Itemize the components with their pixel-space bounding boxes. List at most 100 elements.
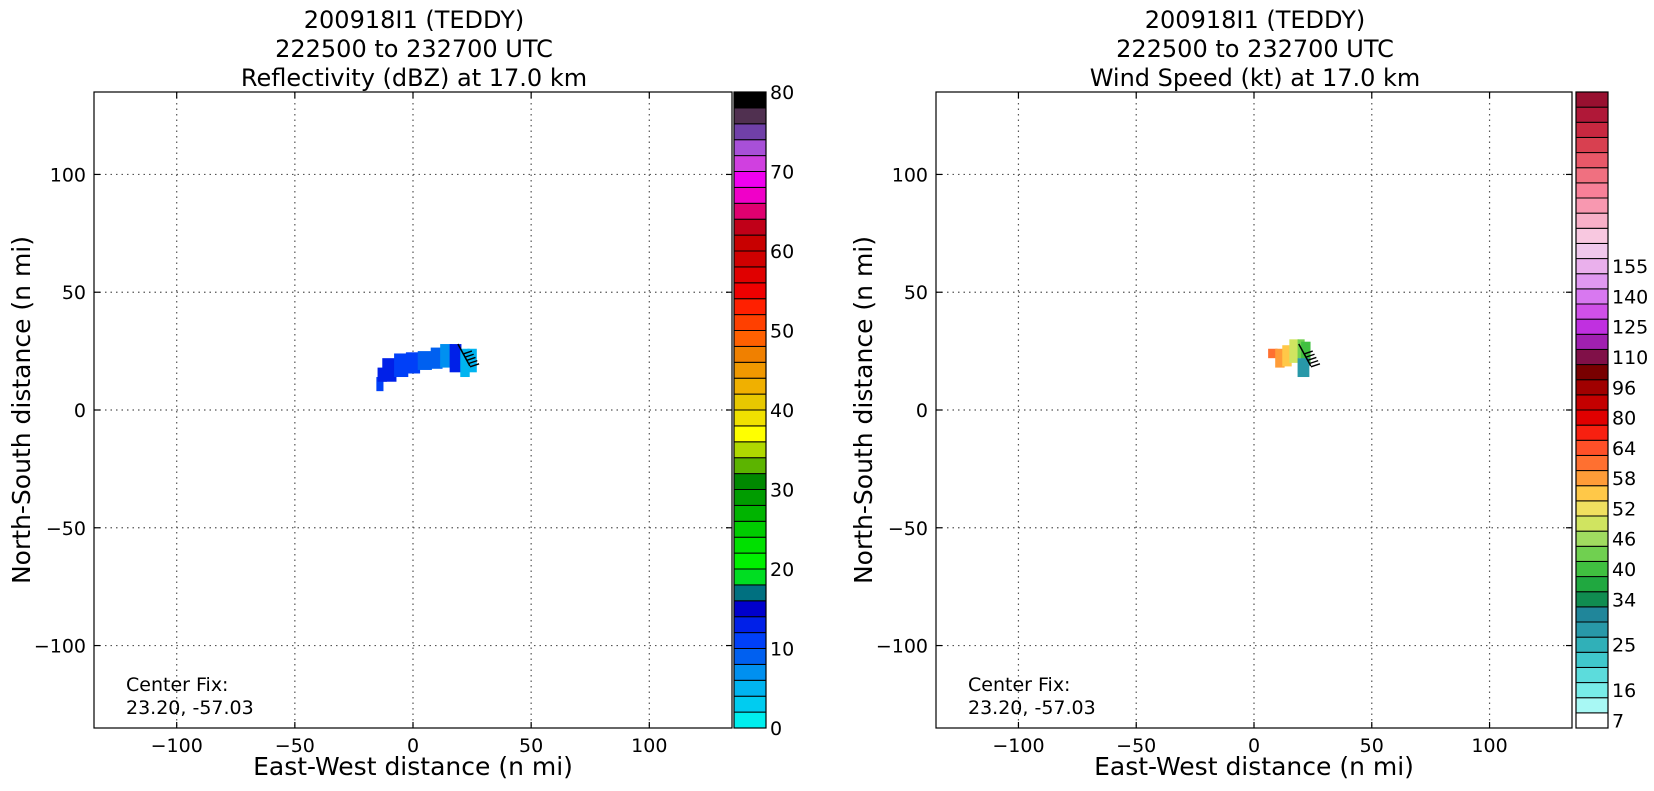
data-region [1268,339,1311,378]
y-axis-label: North-South distance (n mi) [7,236,36,584]
colorbar-segment [733,457,767,475]
data-cell [1275,348,1285,368]
wind-barbs [1298,343,1321,368]
chart-title-line-3: Wind Speed (kt) at 17.0 km [1090,64,1421,92]
colorbar-segment [733,361,767,379]
barb-flag [464,353,474,358]
grid [94,92,732,728]
colorbar-segment [733,266,767,284]
x-tick-label: −50 [1116,735,1156,757]
y-tick-label: −100 [34,636,86,658]
colorbar-tick-label: 50 [770,321,794,343]
colorbar-segment [1575,91,1609,108]
data-cell [1289,339,1299,363]
data-cell [1282,345,1292,367]
colorbar-segment [1575,530,1609,547]
colorbar-segment [1575,500,1609,517]
colorbar-segment [1575,379,1609,396]
x-tick-label: −50 [275,735,315,757]
colorbar-segment [733,250,767,268]
barb-flag [1308,359,1319,365]
center-fix-value: 23.20, -57.03 [126,697,254,719]
x-tick-label: −100 [151,735,203,757]
colorbar-segment [1575,409,1609,426]
y-tick-label: 0 [916,400,928,422]
colorbar-segment [1575,651,1609,668]
y-tick-label: 50 [904,282,928,304]
wind-barbs [457,343,480,368]
y-tick-label: 100 [892,164,928,186]
colorbar-segment [733,91,767,109]
colorbar-tick-label: 34 [1612,589,1636,611]
reflectivity-panel: 200918I1 (TEDDY) 222500 to 232700 UTC Re… [7,6,794,781]
x-tick-label: 100 [1471,735,1507,757]
wind-speed-panel: 200918I1 (TEDDY) 222500 to 232700 UTC Wi… [849,6,1648,781]
y-tick-label: 100 [50,164,86,186]
colorbar-segment [1575,121,1609,138]
x-tick-label: 50 [1360,735,1384,757]
colorbar-segment [1575,136,1609,154]
colorbar-segment [1575,636,1609,653]
barb-flag [466,356,476,362]
colorbar-tick-label: 30 [770,480,794,502]
colorbar-segment [733,489,767,506]
x-tick-label: 0 [407,735,419,757]
colorbar-segment [1575,106,1609,123]
x-axis-label: East-West distance (n mi) [253,752,573,781]
colorbar-tick-label: 125 [1612,317,1648,339]
colorbar-tick-label: 64 [1612,438,1636,460]
colorbar-segment [733,186,767,204]
colorbar-segment [1575,167,1609,184]
colorbar-tick-label: 155 [1612,256,1648,278]
colorbar: 7 16 25 34 40 46 52 58 64 80 96 110 125 140 155 [1575,91,1648,732]
colorbar-tick-label: 96 [1612,377,1636,399]
data-cell [449,344,462,373]
colorbar-segment [733,648,767,665]
colorbar-segment [733,330,767,347]
colorbar-segment [733,600,767,618]
colorbar-tick-label: 40 [1612,559,1636,581]
colorbar-segment [733,584,767,602]
colorbar-segment [1575,576,1609,593]
data-cell [1268,348,1278,359]
colorbar-segment [1575,318,1609,335]
colorbar-segment [1575,303,1609,320]
colorbar-segment [733,393,767,411]
colorbar-segment [1575,182,1609,199]
x-axis-label: East-West distance (n mi) [1094,752,1414,781]
data-cell [382,358,397,382]
colorbar-segment [1575,348,1609,366]
colorbar-segment [1575,424,1609,441]
data-cell [376,377,384,392]
colorbar-tick-label: 20 [770,559,794,581]
chart-title-line-2: 222500 to 232700 UTC [1116,35,1394,63]
colorbar-segment [1575,470,1609,487]
colorbar-segment [733,695,767,713]
colorbar-segment [733,425,767,443]
colorbar-segment [1575,621,1609,638]
chart-title-line-1: 200918I1 (TEDDY) [304,6,524,34]
colorbar-segment [733,345,767,363]
colorbar-segment [1575,485,1609,502]
colorbar-segment [733,298,767,316]
data-cell [430,347,443,369]
colorbar-tick-label: 58 [1612,468,1636,490]
y-tick-label: −100 [876,636,928,658]
colorbar-segment [1575,394,1609,411]
colorbar-segment [733,282,767,300]
colorbar-segment [733,155,767,173]
grid [936,92,1572,728]
colorbar-segment [733,632,767,649]
data-cell [377,367,388,382]
colorbar-segment [1575,697,1609,714]
colorbar-segment [733,663,767,681]
colorbar-segment [733,520,767,538]
center-fix-label: Center Fix: [968,674,1070,696]
center-fix-value: 23.20, -57.03 [968,697,1096,719]
data-cell [417,351,432,370]
colorbar-segment [1575,242,1609,260]
data-cell [1297,358,1310,378]
colorbar-segment [1575,197,1609,214]
chart-title-line-2: 222500 to 232700 UTC [275,35,553,63]
data-cell [405,352,421,374]
